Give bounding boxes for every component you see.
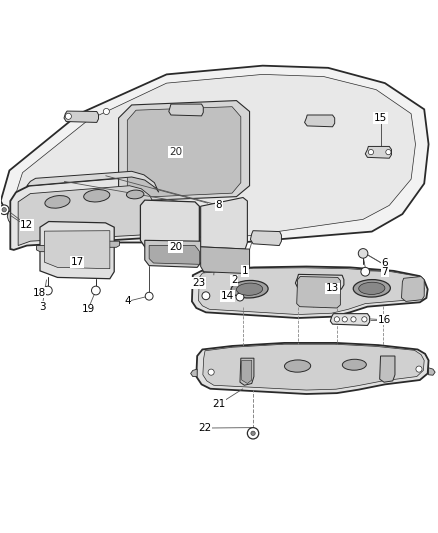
Circle shape: [43, 286, 52, 295]
Polygon shape: [201, 198, 247, 249]
Circle shape: [358, 248, 368, 258]
Text: 15: 15: [374, 113, 387, 123]
Text: 18: 18: [32, 288, 46, 298]
Polygon shape: [191, 369, 197, 376]
Polygon shape: [380, 356, 395, 382]
Polygon shape: [240, 358, 254, 385]
Ellipse shape: [237, 283, 263, 295]
Text: 20: 20: [169, 242, 182, 252]
Polygon shape: [145, 240, 202, 268]
Polygon shape: [196, 343, 428, 394]
Polygon shape: [119, 101, 250, 201]
Circle shape: [334, 317, 339, 322]
Polygon shape: [44, 231, 110, 269]
Text: 12: 12: [20, 220, 34, 230]
Polygon shape: [11, 177, 161, 250]
Ellipse shape: [343, 359, 366, 370]
Circle shape: [103, 108, 110, 115]
Circle shape: [145, 292, 153, 300]
Circle shape: [92, 286, 100, 295]
Polygon shape: [36, 246, 51, 252]
Text: 17: 17: [71, 257, 84, 267]
Circle shape: [368, 149, 374, 155]
Circle shape: [362, 317, 367, 322]
Ellipse shape: [231, 280, 268, 298]
Ellipse shape: [359, 282, 385, 294]
Ellipse shape: [285, 360, 311, 372]
Polygon shape: [40, 222, 114, 279]
Polygon shape: [7, 211, 11, 223]
Polygon shape: [64, 111, 99, 123]
Circle shape: [361, 268, 370, 276]
Polygon shape: [18, 185, 154, 246]
Text: 16: 16: [378, 315, 391, 325]
Polygon shape: [141, 200, 199, 248]
Ellipse shape: [84, 190, 110, 202]
Text: 19: 19: [81, 304, 95, 314]
Circle shape: [236, 293, 244, 301]
Circle shape: [208, 369, 214, 375]
Polygon shape: [27, 171, 159, 192]
Polygon shape: [14, 75, 416, 238]
Text: 6: 6: [381, 258, 388, 268]
Circle shape: [0, 205, 9, 215]
Circle shape: [416, 366, 422, 372]
Polygon shape: [106, 241, 120, 247]
Text: 1: 1: [242, 266, 248, 276]
Text: 7: 7: [381, 266, 388, 277]
Circle shape: [342, 317, 347, 322]
Polygon shape: [201, 247, 250, 273]
Polygon shape: [365, 147, 392, 158]
Text: 13: 13: [326, 284, 339, 293]
Circle shape: [251, 431, 255, 435]
Polygon shape: [330, 313, 370, 326]
Text: 2: 2: [231, 276, 237, 286]
Polygon shape: [203, 344, 424, 390]
Polygon shape: [242, 360, 252, 384]
Text: 22: 22: [198, 423, 212, 433]
Circle shape: [351, 317, 356, 322]
Polygon shape: [169, 104, 203, 116]
Polygon shape: [149, 246, 199, 264]
Circle shape: [202, 292, 210, 300]
Polygon shape: [428, 368, 435, 375]
Polygon shape: [1, 66, 428, 243]
Polygon shape: [127, 107, 241, 198]
Polygon shape: [198, 268, 424, 314]
Polygon shape: [295, 274, 344, 289]
Circle shape: [65, 113, 71, 119]
Ellipse shape: [127, 190, 144, 199]
Text: 21: 21: [212, 399, 226, 409]
Circle shape: [2, 207, 7, 212]
Polygon shape: [402, 277, 424, 302]
Polygon shape: [251, 231, 282, 246]
Circle shape: [386, 149, 391, 155]
Text: 20: 20: [169, 147, 182, 157]
Polygon shape: [297, 277, 340, 308]
Text: 14: 14: [221, 291, 234, 301]
Polygon shape: [192, 266, 427, 318]
Polygon shape: [304, 115, 335, 127]
Ellipse shape: [353, 280, 390, 297]
Circle shape: [247, 427, 259, 439]
Text: 3: 3: [39, 302, 46, 312]
Text: 8: 8: [215, 200, 223, 211]
Ellipse shape: [45, 196, 70, 208]
Text: 4: 4: [124, 296, 131, 306]
Text: 23: 23: [192, 278, 205, 288]
